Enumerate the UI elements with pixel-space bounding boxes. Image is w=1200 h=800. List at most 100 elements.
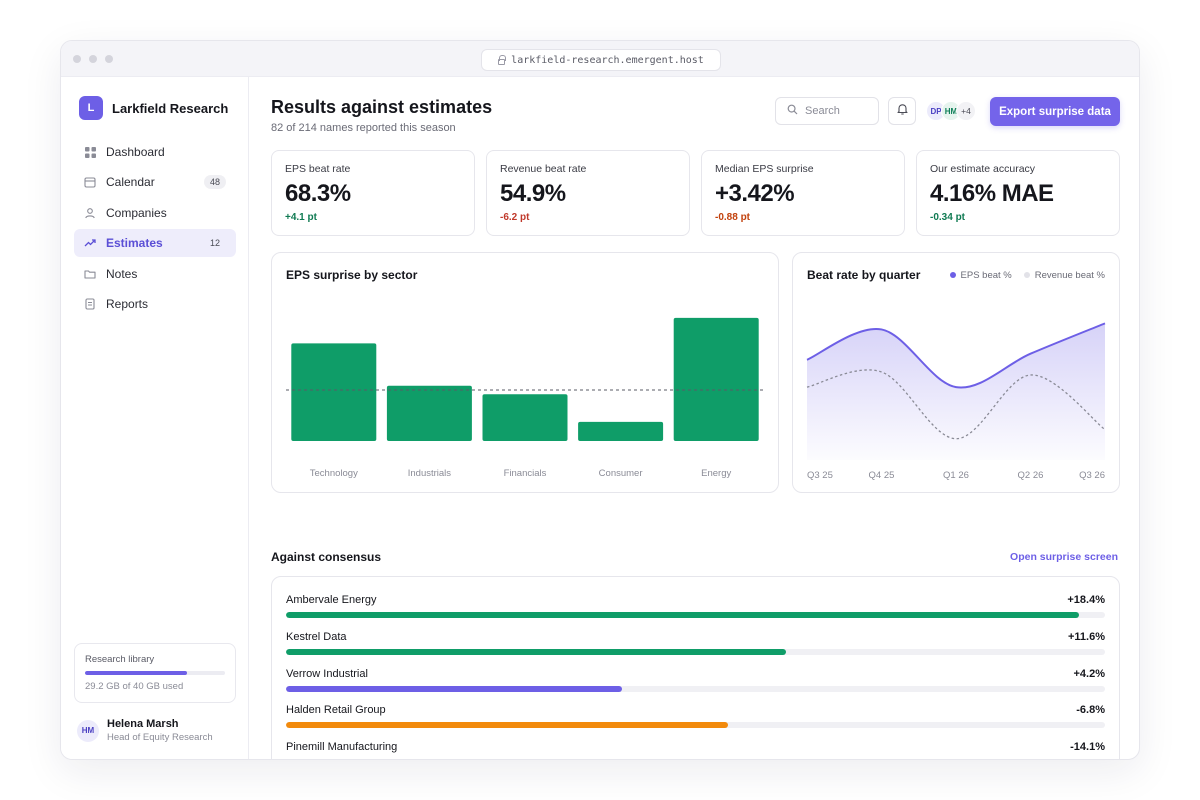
legend-swatch (1023, 272, 1030, 279)
series-line-revenue-beat (806, 369, 1106, 440)
user-profile[interactable]: HM Helena Marsh Head of Equity Research (77, 718, 213, 743)
kpi-delta: -6.2 pt (500, 212, 530, 223)
dashboard-icon (84, 146, 96, 158)
search-input[interactable]: Search (775, 97, 879, 125)
sidebar-item-companies[interactable]: Companies (74, 199, 236, 227)
bar (482, 394, 568, 441)
sidebar-item-estimates[interactable]: Estimates 12 (74, 229, 236, 258)
sidebar-item-notes[interactable]: Notes (74, 260, 236, 288)
tick-label: Q3 26 (1079, 470, 1105, 481)
list-item[interactable]: Halden Retail Group -6.8% (286, 696, 1105, 732)
sidebar-item-label: Notes (106, 266, 138, 281)
count-badge: 48 (203, 175, 226, 190)
kpi-card: Median EPS surprise +3.42% -0.88 pt (701, 150, 905, 236)
avatar: HM (77, 719, 99, 742)
beat-rate-chart-card: Beat rate by quarter EPS beat % Revenue … (792, 252, 1120, 493)
avatar-overflow-count: +4 (956, 101, 976, 121)
page-subtitle: 82 of 214 names reported this season (271, 122, 456, 134)
open-surprise-screen-link[interactable]: Open surprise screen (1010, 551, 1118, 563)
sidebar-item-dashboard[interactable]: Dashboard (74, 138, 236, 166)
count-badge: 12 (203, 236, 226, 251)
company-name: Kestrel Data (286, 630, 347, 643)
brand[interactable]: L Larkfield Research (79, 96, 228, 120)
address-bar[interactable]: larkfield-research.emergent.host (481, 49, 721, 71)
surprise-bar (286, 759, 1105, 760)
sidebar-item-calendar[interactable]: Calendar 48 (74, 168, 236, 196)
bar (578, 421, 664, 441)
list-item[interactable]: Verrow Industrial +4.2% (286, 660, 1105, 696)
kpi-value: 54.9% (500, 180, 566, 207)
surprise-bar (286, 648, 1105, 655)
sidebar-item-label: Reports (106, 296, 149, 311)
list-item[interactable]: Ambervale Energy +18.4% (286, 586, 1105, 622)
chart-legend: EPS beat % Revenue beat % (949, 270, 1105, 281)
sidebar-item-reports[interactable]: Reports (74, 290, 236, 318)
kpi-delta: +4.1 pt (285, 212, 317, 223)
list-item[interactable]: Pinemill Manufacturing -14.1% (286, 733, 1105, 760)
surprise-value: +18.4% (1067, 594, 1105, 606)
maximize-dot[interactable] (105, 55, 113, 63)
bar-chart: Technology Industrials Financials Consumer E… (286, 317, 764, 479)
calendar-icon (84, 176, 96, 188)
page-title: Results against estimates (271, 97, 493, 117)
kpi-card: Revenue beat rate 54.9% -6.2 pt (486, 150, 690, 236)
collaborator-avatars[interactable]: DP HM +4 (926, 101, 976, 121)
surprise-bar-fill (286, 648, 787, 655)
export-surprise-data-button[interactable]: Export surprise data (990, 97, 1120, 126)
tick-label: Q1 26 (943, 470, 969, 481)
tick-label: Consumer (599, 468, 643, 479)
document-icon (84, 298, 96, 310)
main-content: Results against estimates 82 of 214 name… (250, 77, 1139, 759)
kpi-label: Median EPS surprise (715, 163, 814, 175)
chart-title: Beat rate by quarter (807, 268, 921, 282)
bar (291, 343, 377, 441)
kpi-label: Our estimate accuracy (930, 163, 1036, 175)
search-icon (787, 104, 798, 118)
surprise-value: -6.8% (1076, 704, 1105, 717)
sidebar-item-label: Estimates (106, 236, 163, 251)
bell-icon (896, 102, 908, 120)
surprise-bar-fill (286, 685, 622, 692)
tick-label: Q3 25 (807, 470, 833, 481)
sidebar-item-label: Companies (106, 205, 167, 220)
kpi-label: Revenue beat rate (500, 163, 587, 175)
close-dot[interactable] (73, 55, 81, 63)
kpi-card: EPS beat rate 68.3% +4.1 pt (271, 150, 475, 236)
sidebar-nav: Dashboard Calendar 48 Companies Estimat (74, 138, 236, 320)
legend-swatch (949, 272, 956, 279)
kpi-card: Our estimate accuracy 4.16% MAE -0.34 pt (916, 150, 1120, 236)
consensus-list: Ambervale Energy +18.4% Kestrel Data +11.6%… (271, 576, 1120, 760)
tick-label: Financials (504, 468, 547, 479)
person-icon (84, 207, 96, 219)
notifications-button[interactable] (888, 97, 916, 125)
folder-icon (84, 268, 96, 280)
surprise-value: -14.1% (1070, 741, 1105, 754)
surprise-value: +4.2% (1073, 667, 1106, 680)
list-item[interactable]: Kestrel Data +11.6% (286, 623, 1105, 659)
surprise-value: +11.6% (1067, 630, 1105, 643)
surprise-bar (286, 722, 1105, 729)
window-controls (73, 55, 113, 63)
brand-logo: L (79, 96, 103, 120)
company-name: Pinemill Manufacturing (286, 741, 398, 754)
browser-window: larkfield-research.emergent.host L Larkf… (60, 40, 1140, 760)
series-line-eps-beat (806, 322, 1106, 389)
tick-label: Q4 25 (869, 470, 895, 481)
minimize-dot[interactable] (89, 55, 97, 63)
user-name: Helena Marsh (107, 718, 179, 730)
tick-label: Technology (310, 468, 358, 479)
legend-label: Revenue beat % (1034, 270, 1105, 281)
surprise-bar (286, 685, 1105, 692)
lock-icon (498, 54, 507, 65)
legend-label: EPS beat % (960, 270, 1012, 281)
kpi-delta: -0.88 pt (715, 212, 751, 223)
surprise-bar (286, 612, 1105, 618)
bar (386, 385, 472, 441)
research-library-card[interactable]: Research library 29.2 GB of 40 GB used (74, 643, 236, 703)
kpi-value: +3.42% (715, 180, 795, 207)
browser-titlebar: larkfield-research.emergent.host (61, 41, 1139, 77)
sidebar-item-label: Dashboard (106, 145, 165, 159)
surprise-bar-fill (286, 759, 949, 760)
url-text: larkfield-research.emergent.host (511, 54, 704, 66)
company-name: Halden Retail Group (286, 704, 386, 717)
